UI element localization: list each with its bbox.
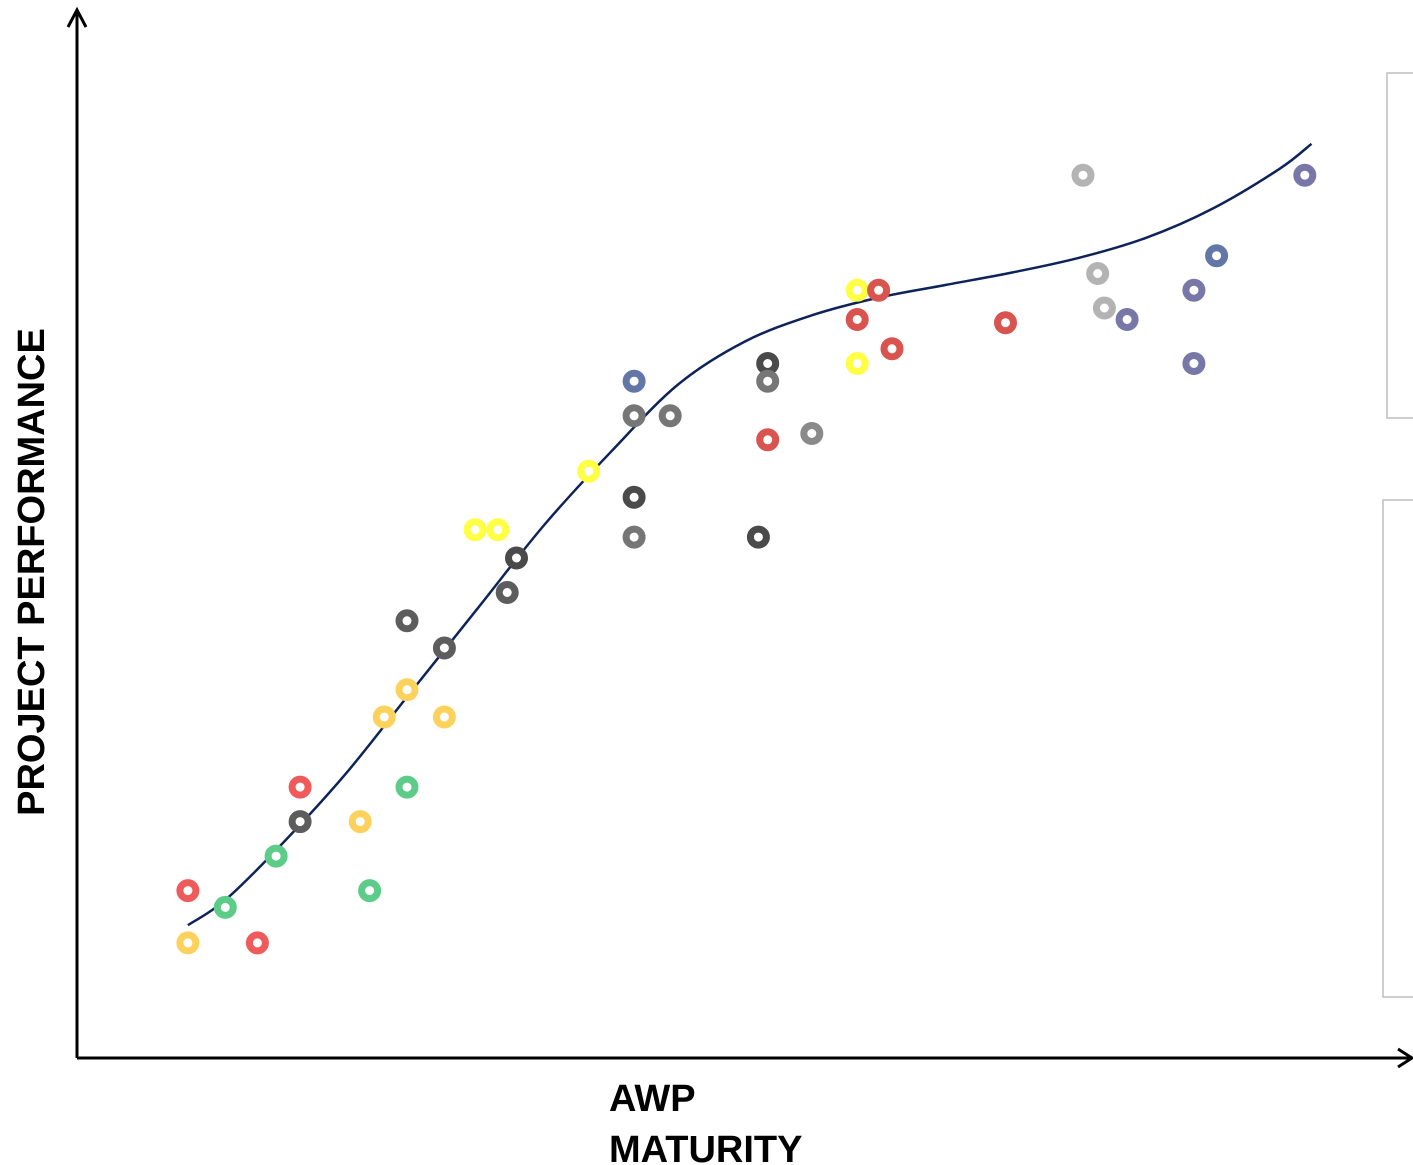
data-point-26	[746, 525, 770, 549]
y-axis-arrowhead	[66, 6, 88, 28]
data-point-8	[358, 879, 382, 903]
data-point-9	[348, 810, 372, 834]
data-point-6	[288, 810, 312, 834]
data-point-21	[622, 369, 646, 393]
data-point-33	[845, 308, 869, 331]
data-point-37	[1071, 163, 1095, 187]
data-point-42	[1182, 352, 1206, 375]
data-point-31	[845, 278, 869, 302]
data-point-28	[756, 369, 780, 393]
data-point-15	[432, 705, 456, 729]
data-point-39	[1092, 296, 1116, 320]
data-point-4	[245, 931, 269, 955]
y-axis-title: PROJECT PERFORMANCE	[11, 328, 53, 816]
data-point-1	[176, 879, 200, 903]
data-point-24	[622, 485, 646, 509]
data-point-36	[994, 311, 1017, 335]
data-point-35	[880, 337, 904, 361]
data-point-27	[756, 352, 780, 375]
data-point-30	[800, 422, 824, 445]
right-panels	[1382, 72, 1413, 998]
right-panel-bottom	[1382, 499, 1413, 998]
data-point-44	[1293, 163, 1317, 187]
data-point-20	[577, 459, 601, 483]
data-point-18	[495, 581, 519, 604]
data-point-3	[213, 895, 237, 919]
data-point-19	[505, 546, 528, 570]
data-point-17	[486, 518, 510, 542]
data-point-23	[658, 404, 682, 428]
data-point-14	[432, 636, 456, 660]
data-point-5	[264, 844, 288, 868]
x-axis-title-line-1: AWP	[609, 1078, 696, 1120]
data-points	[176, 163, 1317, 955]
data-point-22	[622, 404, 646, 428]
trend-curve	[187, 142, 1313, 927]
data-point-25	[622, 525, 646, 549]
data-point-2	[176, 931, 200, 955]
x-axis-title-line-2: MATURITY	[609, 1129, 803, 1165]
x-axis-arrowhead	[1397, 1047, 1413, 1069]
data-point-41	[1182, 278, 1206, 302]
data-point-32	[867, 278, 891, 302]
right-panel-top	[1386, 72, 1413, 419]
data-point-40	[1115, 308, 1139, 331]
data-point-43	[1205, 244, 1229, 268]
data-point-16	[463, 518, 487, 542]
axes	[66, 6, 1413, 1069]
data-point-12	[395, 775, 419, 799]
data-point-7	[288, 775, 312, 799]
data-point-34	[845, 352, 869, 375]
data-point-11	[395, 678, 419, 702]
data-point-38	[1086, 262, 1110, 285]
data-point-10	[372, 705, 396, 729]
data-point-13	[395, 609, 419, 633]
data-point-29	[756, 428, 780, 452]
